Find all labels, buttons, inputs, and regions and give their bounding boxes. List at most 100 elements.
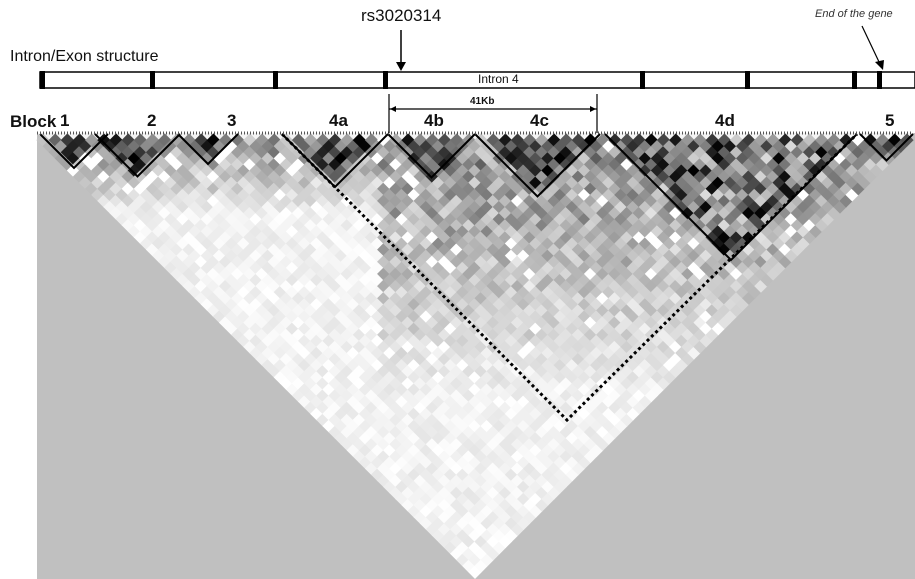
- ld-cell: [602, 273, 616, 287]
- ld-cell: [541, 236, 555, 251]
- ld-cell: [504, 346, 519, 360]
- ld-cell: [559, 218, 573, 232]
- ld-cell: [139, 163, 154, 178]
- ld-cell: [413, 401, 427, 415]
- ld-cell: [395, 236, 409, 251]
- ld-cell: [261, 200, 275, 214]
- ld-cell: [784, 236, 799, 251]
- ld-cell: [486, 230, 500, 245]
- ld-cell: [565, 273, 580, 287]
- ld-cell: [462, 364, 476, 378]
- ld-cell: [468, 309, 482, 324]
- ld-cell: [285, 151, 300, 166]
- ld-cell: [334, 163, 348, 178]
- ld-cell: [523, 401, 537, 415]
- ld-cell: [176, 163, 190, 178]
- ld-cell: [529, 273, 543, 287]
- ld-cell: [395, 139, 409, 153]
- ld-cell: [529, 236, 543, 251]
- ld-cell: [596, 401, 610, 415]
- ld-cell: [279, 145, 294, 159]
- ld-cell: [109, 182, 123, 196]
- ld-cell: [358, 188, 373, 202]
- ld-cell: [577, 309, 592, 324]
- ld-cell: [267, 230, 281, 245]
- ld-cell: [620, 145, 634, 159]
- ld-cell: [340, 230, 354, 245]
- ld-cell: [462, 182, 476, 196]
- ld-cell: [638, 382, 653, 397]
- ld-cell: [304, 401, 318, 415]
- ld-cell: [839, 182, 853, 196]
- ld-cell: [194, 182, 208, 196]
- ld-cell: [121, 145, 135, 159]
- ld-cell: [261, 236, 275, 251]
- ld-cell: [851, 145, 865, 159]
- ld-cell: [504, 419, 519, 433]
- ld-cell: [602, 163, 616, 178]
- ld-cell: [468, 492, 482, 506]
- ld-cell: [450, 182, 464, 196]
- ld-cell: [443, 309, 458, 324]
- ld-cell: [650, 236, 665, 251]
- ld-cell: [577, 200, 592, 214]
- ld-cell: [480, 200, 494, 214]
- ld-cell: [200, 273, 215, 287]
- ld-cell: [316, 291, 330, 305]
- ld-cell: [237, 273, 251, 287]
- ld-cell: [352, 218, 367, 232]
- ld-cell: [802, 145, 817, 159]
- ld-cell: [66, 163, 81, 178]
- ld-cell: [468, 382, 482, 397]
- ld-cell: [443, 455, 458, 470]
- ld-cell: [395, 346, 409, 360]
- ld-cell: [431, 175, 446, 190]
- ld-cell: [541, 346, 555, 360]
- ld-cell: [377, 157, 391, 172]
- ld-cell: [650, 273, 665, 287]
- ld-cell: [443, 163, 458, 178]
- ld-cell: [462, 401, 476, 415]
- ld-cell: [334, 419, 348, 433]
- block-label-4d: 4d: [715, 111, 735, 130]
- ld-cell: [468, 200, 482, 214]
- ld-cell: [632, 364, 646, 378]
- ld-cell: [443, 492, 458, 506]
- ld-cell: [510, 401, 525, 415]
- ld-cell: [377, 218, 391, 232]
- ld-cell: [340, 206, 354, 220]
- ld-cell: [352, 145, 367, 159]
- ld-cell: [480, 382, 494, 397]
- block-outline: [859, 133, 914, 162]
- ld-cell: [547, 218, 561, 232]
- ld-cell: [638, 346, 653, 360]
- ld-cell: [407, 419, 421, 433]
- ld-cell: [760, 200, 774, 214]
- ld-cell: [358, 419, 373, 433]
- ld-cell: [413, 328, 427, 342]
- ld-cell: [316, 218, 330, 232]
- ld-cell: [729, 145, 744, 159]
- ld-cell: [760, 163, 774, 178]
- ld-cell: [602, 309, 616, 324]
- ld-cell: [358, 224, 373, 239]
- ld-cell: [687, 309, 701, 324]
- ld-cell: [304, 206, 318, 220]
- ld-cell: [541, 382, 555, 397]
- ld-cell: [322, 224, 336, 239]
- ld-cell: [431, 382, 446, 397]
- ld-cell: [510, 218, 525, 232]
- ld-cell: [833, 163, 847, 178]
- ld-cell: [358, 382, 373, 397]
- ld-cell: [267, 291, 281, 305]
- ld-cell: [407, 455, 421, 470]
- ld-cell: [480, 492, 494, 506]
- region-41kb-outline: [280, 132, 859, 423]
- ld-cell: [711, 309, 726, 324]
- ld-cell: [267, 182, 281, 196]
- ld-cell: [541, 163, 555, 178]
- ld-cell: [565, 163, 580, 178]
- ld-cell: [285, 346, 300, 360]
- span-left-arrowhead: [390, 106, 396, 112]
- ld-cell: [523, 474, 537, 488]
